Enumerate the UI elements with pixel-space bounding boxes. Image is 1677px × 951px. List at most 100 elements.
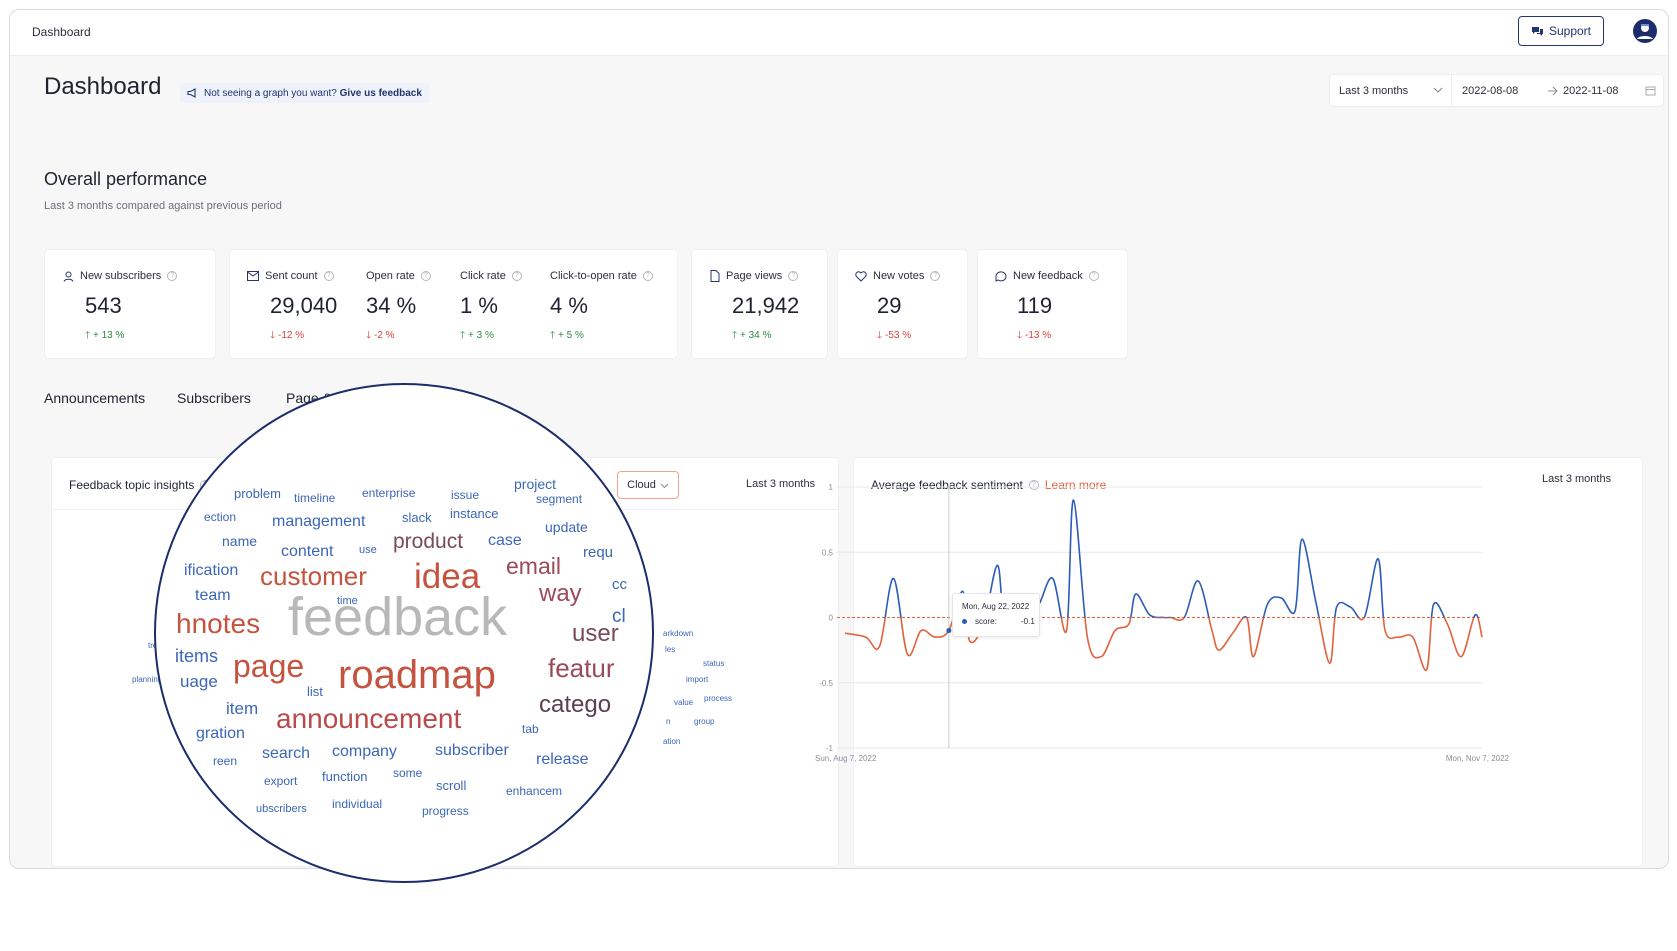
cloud-word: group [694, 717, 715, 726]
panel-title: Average feedback sentiment [871, 478, 1023, 492]
help-icon[interactable]: ? [1028, 480, 1039, 490]
learn-more-link[interactable]: Learn more [1044, 478, 1107, 492]
metric-value: 119 [1017, 293, 1053, 318]
help-icon[interactable]: ? [323, 271, 334, 281]
cloud-word: enterprise [362, 486, 416, 500]
heart-icon [855, 270, 867, 282]
cloud-word: ation [663, 737, 681, 746]
metric-label: Click-to-open rate [550, 270, 637, 282]
cloud-word: cc [612, 576, 627, 593]
cloud-word: catego [539, 691, 612, 718]
mail-icon [247, 271, 259, 281]
date-from[interactable]: 2022-08-08 [1462, 85, 1519, 97]
cloud-word: use [359, 544, 377, 556]
metric-change: 🡑 + 13 % [85, 330, 125, 341]
cloud-word: process [704, 694, 733, 703]
date-range-picker[interactable]: Last 3 months 2022-08-08 2022-11-08 [1329, 74, 1664, 107]
card-email: Sent count? 29,040 🡓 -12 % Open rate? 34… [229, 249, 678, 359]
x-tick-label: Mon, Nov 7, 2022 [1446, 754, 1510, 763]
cloud-word: segment [536, 492, 583, 506]
cloud-word: user [572, 620, 619, 647]
arrow-down-icon: 🡓 [1017, 330, 1025, 341]
support-button[interactable]: Support [1518, 16, 1604, 46]
panel-range: Last 3 months [1542, 473, 1612, 485]
cloud-word: individual [332, 797, 383, 811]
series-line-negative [844, 617, 1483, 671]
cloud-word: les [665, 645, 676, 654]
cloud-word: problem [234, 486, 281, 501]
metric-label: Open rate [366, 270, 415, 282]
top-bar: Dashboard Support [10, 10, 1668, 56]
metric-label: Page views [726, 270, 783, 282]
help-icon[interactable]: ? [167, 271, 178, 281]
cloud-word: name [222, 533, 258, 549]
metric-value: 29 [877, 293, 902, 318]
cloud-word: case [488, 532, 522, 549]
metric-change: 🡑 + 5 % [550, 330, 584, 341]
hover-point [946, 628, 952, 634]
cloud-word: progress [422, 804, 469, 818]
arrow-right-icon [1548, 86, 1558, 96]
y-tick-label: -1 [826, 744, 834, 753]
cloud-word: issue [451, 488, 480, 502]
tooltip-date: Mon, Aug 22, 2022 [962, 602, 1030, 611]
cloud-word: product [393, 530, 464, 553]
range-select[interactable]: Last 3 months [1339, 85, 1409, 97]
cloud-word: some [393, 766, 423, 780]
y-tick-label: 1 [829, 483, 834, 492]
cloud-word: roadmap [338, 653, 496, 697]
help-icon[interactable]: ? [930, 271, 941, 281]
help-icon[interactable]: ? [420, 271, 431, 281]
calendar-icon[interactable] [1645, 85, 1656, 96]
cloud-word: subscriber [435, 742, 509, 759]
support-label: Support [1548, 24, 1592, 38]
metric-change: 🡓 -53 % [877, 330, 912, 341]
metric-value: 34 % [366, 293, 417, 318]
user-avatar-icon[interactable] [1632, 18, 1658, 44]
y-tick-label: -0.5 [819, 679, 833, 688]
cloud-word: gration [196, 725, 245, 742]
card-subscribers: New subscribers? 543 🡑 + 13 % [44, 249, 216, 359]
cloud-word: feedback [288, 587, 508, 647]
feedback-note-text: Not seeing a graph you want? [204, 87, 337, 99]
y-tick-label: 0 [829, 614, 834, 623]
chat-bubbles-icon [1531, 26, 1543, 36]
cloud-word: time [337, 595, 358, 607]
breadcrumb[interactable]: Dashboard [32, 25, 91, 39]
cloud-word: way [539, 580, 582, 607]
tab-subscribers[interactable]: Subscribers [177, 390, 251, 406]
help-icon[interactable]: ? [1088, 271, 1099, 281]
arrow-down-icon: 🡓 [366, 330, 374, 341]
metric-change: 🡑 + 34 % [732, 330, 772, 341]
tab-announcements[interactable]: Announcements [44, 390, 146, 406]
give-feedback-link[interactable]: Give us feedback [339, 87, 422, 99]
cloud-word: company [332, 743, 397, 760]
chevron-down-icon [660, 483, 669, 488]
metric-value: 21,942 [732, 293, 800, 318]
help-icon[interactable]: ? [642, 271, 653, 281]
metric-value: 29,040 [270, 293, 338, 318]
date-to[interactable]: 2022-11-08 [1563, 85, 1619, 97]
metric-label: Sent count [265, 270, 318, 282]
card-feedback: New feedback? 119 🡓 -13 % [977, 249, 1128, 359]
cloud-word: instance [450, 506, 499, 521]
cloud-word: function [322, 769, 368, 784]
series-line-positive [884, 499, 1479, 618]
cloud-word: arkdown [663, 629, 694, 638]
feedback-note[interactable]: Not seeing a graph you want? Give us fee… [180, 83, 429, 103]
view-select[interactable]: Cloud [617, 471, 679, 499]
card-page-views: Page views? 21,942 🡑 + 34 % [691, 249, 828, 359]
cloud-word: content [281, 543, 334, 560]
metric-label: New feedback [1013, 270, 1083, 282]
cloud-word: n [666, 717, 671, 726]
cloud-word: release [536, 751, 589, 768]
help-icon[interactable]: ? [788, 271, 799, 281]
cloud-word: import [686, 675, 709, 684]
chart-tooltip: Mon, Aug 22, 2022 score: -0.1 [952, 593, 1040, 637]
card-votes: New votes? 29 🡓 -53 % [837, 249, 968, 359]
help-icon[interactable]: ? [511, 271, 522, 281]
x-tick-label: Sun, Aug 7, 2022 [815, 754, 877, 763]
metric-value: 1 % [460, 293, 498, 318]
cloud-word: hnotes [176, 608, 261, 639]
metric-change: 🡓 -2 % [366, 330, 395, 341]
